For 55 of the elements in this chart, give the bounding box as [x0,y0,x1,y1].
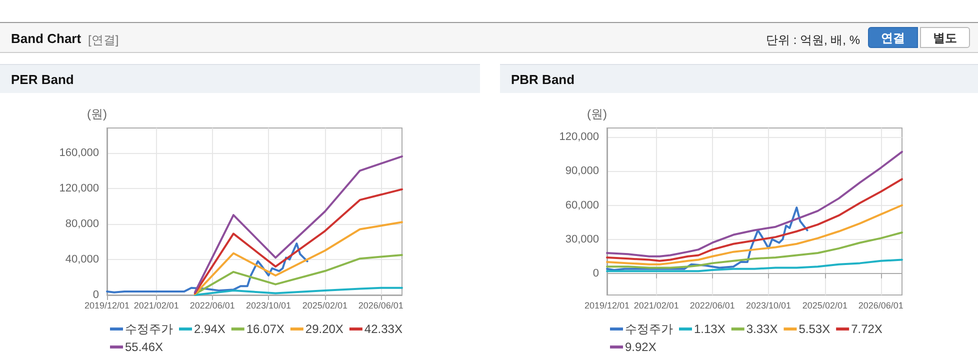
line-series [194,254,403,296]
x-tick-label: 2021/02/01 [134,300,179,310]
line-series [606,232,903,269]
line-series [606,258,903,272]
x-tick-label: 2019/12/01 [584,300,630,310]
x-tick-label: 2026/06/01 [858,300,904,310]
x-tick-label: 2025/02/01 [302,300,348,310]
y-tick-label: 120,000 [59,182,99,194]
legend-label: 수정주가 [625,322,673,336]
legend-label: 9.92X [625,340,656,354]
y-tick-label: 160,000 [59,146,99,159]
text: 연결 [868,27,918,48]
line-series [194,286,403,296]
y-tick-label: 40,000 [65,253,99,266]
legend-label: 7.72X [851,322,882,336]
y-tick-label: 0 [92,289,99,301]
chart-title: PBR Band [500,64,978,93]
y-tick-label: 60,000 [565,199,599,212]
line-series [606,178,903,262]
x-tick-label: 2023/10/01 [246,300,292,310]
y-tick-label: 0 [592,267,599,280]
y-axis-title: (원) [587,107,607,121]
x-tick-label: 2026/06/01 [358,300,404,310]
text: 별도 [920,27,970,48]
x-tick-label: 2025/02/01 [802,300,848,310]
legend-label: 16.07X [246,322,284,336]
y-tick-label: 80,000 [65,218,99,230]
y-tick-label: 30,000 [565,233,599,246]
legend-label: 55.46X [125,340,164,354]
x-tick-label: 2022/06/01 [690,300,735,310]
line-series [606,204,903,266]
legend-label: 1.13X [694,322,726,336]
legend-label: 수정주가 [125,322,173,336]
line-series [606,206,808,272]
text: Band Chart [11,31,82,46]
x-tick-label: 2023/10/01 [746,300,792,310]
y-tick-label: 120,000 [559,131,599,144]
y-tick-label: 90,000 [565,165,599,178]
line-series [194,188,403,294]
line-series [106,242,308,294]
line-series [194,155,403,294]
text: [연결] [88,32,119,49]
line-series [194,221,403,296]
legend-label: 29.20X [305,322,344,336]
legend-label: 5.53X [798,322,830,336]
x-tick-label: 2019/12/01 [84,300,130,310]
x-tick-label: 2022/06/01 [190,300,235,310]
legend-label: 3.33X [746,322,778,336]
legend-label: 42.33X [364,322,402,336]
x-tick-label: 2021/02/01 [634,300,679,310]
chart-title: PER Band [0,64,480,93]
y-axis-title: (원) [87,107,107,121]
line-series [606,150,903,258]
text: 단위 : 억원, 배, % [766,32,860,49]
legend-label: 2.94X [194,322,226,336]
